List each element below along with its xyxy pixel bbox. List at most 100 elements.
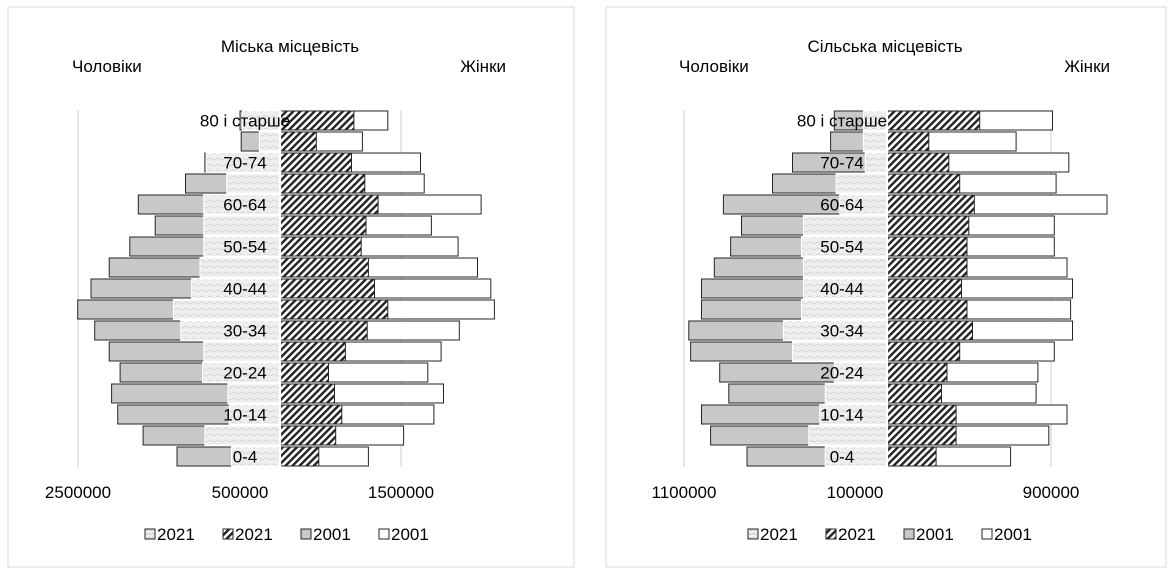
category-label: 10-14 — [820, 406, 863, 425]
category-label: 60-64 — [223, 196, 266, 215]
bar-men-2021-45-49 — [199, 257, 281, 278]
bars — [77, 110, 495, 467]
legend-swatch — [981, 528, 993, 540]
axis-tick-label: 500000 — [212, 483, 269, 502]
category-label: 40-44 — [223, 280, 266, 299]
category-label: 30-34 — [820, 322, 863, 341]
chart-panel-urban: Міська місцевість Чоловіки Жінки 0-4 10-1… — [7, 6, 575, 568]
category-label: 0-4 — [233, 448, 258, 467]
bar-women-2021-30-34 — [279, 320, 368, 341]
legend: 2021 2021 2001 2001 — [747, 525, 1032, 544]
bar-women-2021-40-44 — [279, 278, 375, 299]
bar-women-2021-5-9 — [886, 425, 957, 446]
bar-women-2021-75-79 — [279, 131, 317, 152]
legend-label: 2021 — [235, 525, 273, 544]
legend-swatch — [747, 528, 759, 540]
bar-women-2021-55-59 — [886, 215, 970, 236]
category-label: 10-14 — [223, 406, 266, 425]
legend-swatch — [825, 528, 837, 540]
axis-tick-labels: 1100000 100000 900000 — [652, 483, 1080, 502]
legend-label: 2021 — [157, 525, 195, 544]
bar-women-2021-15-19 — [886, 383, 942, 404]
bar-women-2021-40-44 — [886, 278, 962, 299]
category-label: 20-24 — [820, 364, 863, 383]
bar-men-2021-35-39 — [172, 299, 281, 320]
bar-women-2021-75-79 — [886, 131, 930, 152]
bar-women-2021-10-14 — [886, 404, 957, 425]
bar-men-2021-5-9 — [204, 425, 281, 446]
bar-women-2021-15-19 — [279, 383, 335, 404]
category-label: 50-54 — [223, 238, 266, 257]
axis-tick-label: 1100000 — [652, 483, 717, 502]
bar-women-2021-35-39 — [886, 299, 968, 320]
legend-label: 2001 — [391, 525, 429, 544]
category-label: 70-74 — [223, 154, 266, 173]
chart-title: Сільська місцевість — [807, 37, 962, 56]
women-label: Жінки — [1064, 57, 1110, 76]
legend-swatch — [222, 528, 234, 540]
bar-men-2021-70-74 — [864, 152, 888, 173]
category-label: 40-44 — [820, 280, 863, 299]
axis-tick-label: 2500000 — [45, 483, 111, 502]
bar-men-2021-5-9 — [808, 425, 888, 446]
bar-women-2021-50-54 — [886, 236, 968, 257]
bar-men-2021-55-59 — [203, 215, 281, 236]
category-label: 80 і старше — [200, 112, 290, 131]
category-label: 30-34 — [223, 322, 266, 341]
bar-women-2021-80 і старше — [886, 110, 981, 131]
bar-women-2021-55-59 — [279, 215, 367, 236]
bar-women-2021-60-64 — [279, 194, 379, 215]
bar-men-2021-45-49 — [802, 257, 888, 278]
bar-women-2021-25-29 — [279, 341, 346, 362]
bar-men-2021-55-59 — [802, 215, 888, 236]
bar-women-2021-20-24 — [279, 362, 329, 383]
bar-women-2021-65-69 — [279, 173, 366, 194]
legend-label: 2001 — [994, 525, 1032, 544]
category-labels: 0-4 10-14 20-24 30-34 40-44 50-54 60-64 70-74 80… — [797, 112, 887, 467]
category-label: 60-64 — [820, 196, 863, 215]
bar-women-2021-70-74 — [886, 152, 950, 173]
bar-women-2021-35-39 — [279, 299, 389, 320]
bar-men-2021-15-19 — [227, 383, 281, 404]
bar-men-2021-65-69 — [226, 173, 281, 194]
bar-men-2021-75-79 — [862, 131, 888, 152]
bar-men-2021-15-19 — [824, 383, 888, 404]
legend-label: 2001 — [916, 525, 954, 544]
chart-title: Міська місцевість — [221, 37, 359, 56]
bar-women-2021-0-4 — [279, 446, 320, 467]
legend: 2021 2021 2001 2001 — [144, 525, 429, 544]
bar-men-2021-75-79 — [258, 131, 281, 152]
axis-tick-label: 1500000 — [368, 483, 434, 502]
bar-men-2021-25-29 — [203, 341, 281, 362]
category-label: 0-4 — [830, 448, 855, 467]
bar-women-2021-70-74 — [279, 152, 352, 173]
bars — [688, 110, 1108, 467]
category-label: 80 і старше — [797, 112, 887, 131]
legend-swatch — [300, 528, 312, 540]
bar-women-2021-45-49 — [886, 257, 968, 278]
bar-men-2021-25-29 — [792, 341, 888, 362]
bar-men-2021-35-39 — [801, 299, 888, 320]
axis-tick-label: 100000 — [827, 483, 884, 502]
men-label: Чоловіки — [72, 57, 142, 76]
chart-panel-rural: Сільська місцевість Чоловіки Жінки 0-4 10… — [605, 6, 1167, 568]
bar-women-2021-60-64 — [886, 194, 975, 215]
bar-women-2021-25-29 — [886, 341, 961, 362]
legend-swatch — [144, 528, 156, 540]
bar-women-2021-50-54 — [279, 236, 362, 257]
axis-tick-label: 900000 — [1023, 483, 1080, 502]
category-label: 20-24 — [223, 364, 266, 383]
legend-label: 2021 — [760, 525, 798, 544]
women-label: Жінки — [460, 57, 506, 76]
legend-label: 2001 — [313, 525, 351, 544]
legend-label: 2021 — [838, 525, 876, 544]
bar-women-2021-45-49 — [279, 257, 369, 278]
category-labels: 0-4 10-14 20-24 30-34 40-44 50-54 60-64 70-74 80… — [200, 112, 290, 467]
axis-tick-labels: 2500000 500000 1500000 — [45, 483, 434, 502]
bar-women-2021-80 і старше — [279, 110, 355, 131]
bar-women-2021-10-14 — [279, 404, 343, 425]
bar-men-2021-65-69 — [835, 173, 888, 194]
legend-swatch — [903, 528, 915, 540]
